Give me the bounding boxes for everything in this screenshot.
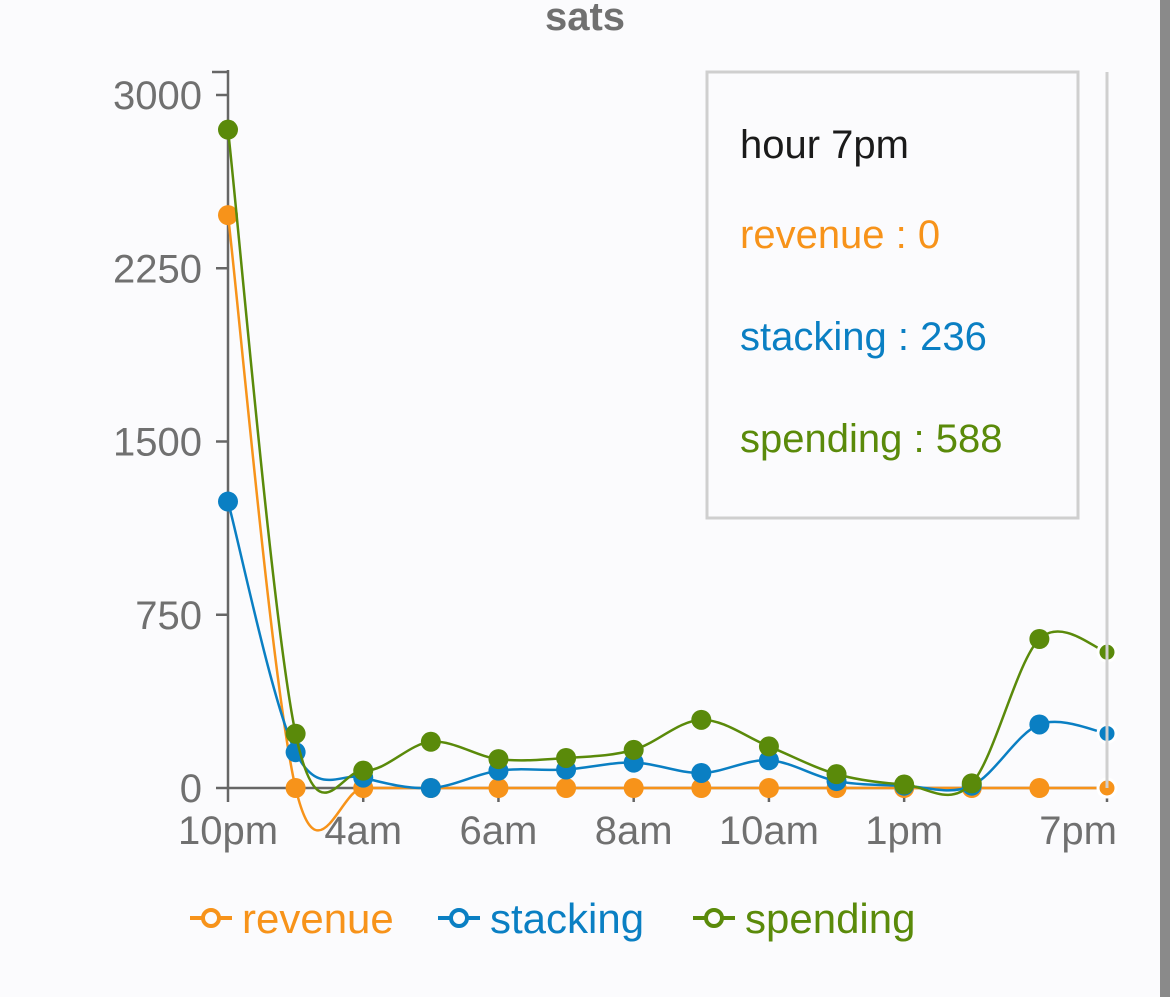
chart-title: sats	[545, 0, 625, 39]
data-point-spending	[691, 709, 712, 730]
legend-marker-circle	[704, 908, 724, 928]
data-point-stacking	[218, 491, 238, 512]
legend-label: stacking	[490, 895, 644, 942]
data-point-stacking	[758, 750, 779, 771]
data-point-spending	[826, 764, 847, 785]
data-point-revenue	[285, 778, 306, 798]
data-point-spending	[1029, 629, 1050, 650]
data-point-spending	[420, 731, 441, 752]
x-tick-label: 6am	[460, 809, 538, 853]
data-point-revenue	[623, 778, 644, 798]
data-point-stacking	[420, 778, 441, 798]
y-tick-label: 1500	[113, 421, 202, 465]
data-point-revenue	[488, 778, 509, 798]
tooltip-line-0: revenue : 0	[740, 213, 940, 257]
x-tick-label: 1pm	[865, 809, 943, 853]
x-tick-label: 10am	[719, 809, 819, 853]
legend-label: revenue	[242, 895, 394, 942]
legend-item-spending[interactable]: spending	[693, 895, 915, 942]
tooltip-line-1: stacking : 236	[740, 315, 987, 359]
data-point-revenue	[556, 778, 577, 798]
y-tick-label: 2250	[113, 247, 202, 291]
legend-marker-circle	[201, 908, 221, 928]
data-point-revenue	[218, 205, 238, 226]
y-tick-label: 3000	[113, 74, 202, 118]
data-point-spending	[353, 760, 374, 781]
data-point-spending	[894, 774, 915, 795]
chart-title-group: sats	[545, 0, 625, 39]
series-group	[218, 119, 1118, 832]
tooltip-box	[705, 70, 1080, 520]
data-point-spending	[556, 747, 577, 768]
legend[interactable]: revenue stacking spending	[190, 895, 915, 942]
scrollbar-edge[interactable]	[1160, 0, 1170, 997]
x-tick-label: 8am	[595, 809, 673, 853]
data-point-revenue	[691, 778, 712, 798]
x-tick-label: 7pm	[1039, 809, 1117, 853]
axes: 0 750 1500 2250 3000 10pm 4am 6am 8am 10am 1pm 7pm	[113, 70, 1117, 853]
data-point-stacking	[691, 762, 712, 783]
x-tick-label: 4am	[324, 809, 402, 853]
x-tick-label: 10pm	[178, 809, 278, 853]
data-point-stacking	[1029, 714, 1050, 735]
data-point-revenue	[758, 778, 779, 798]
legend-label: spending	[745, 895, 915, 942]
series-line-stacking	[226, 501, 1108, 792]
data-point-revenue	[1029, 778, 1050, 798]
series-spending	[218, 119, 1118, 796]
tooltip-line-2: spending : 588	[740, 417, 1002, 461]
tooltip-title: hour 7pm	[740, 123, 909, 167]
y-tick-label: 750	[135, 594, 202, 638]
legend-item-stacking[interactable]: stacking	[438, 895, 644, 942]
data-point-spending	[488, 749, 509, 770]
series-stacking	[218, 491, 1118, 798]
legend-marker-circle	[449, 908, 469, 928]
tooltip: hour 7pm revenue : 0 stacking : 236 spendin…	[705, 70, 1080, 520]
data-point-spending	[218, 119, 238, 140]
data-point-spending	[623, 739, 644, 760]
data-point-spending	[285, 723, 306, 744]
data-point-spending	[758, 736, 779, 757]
data-point-spending	[961, 773, 982, 794]
y-tick-label: 0	[180, 767, 202, 811]
legend-item-revenue[interactable]: revenue	[190, 895, 394, 942]
